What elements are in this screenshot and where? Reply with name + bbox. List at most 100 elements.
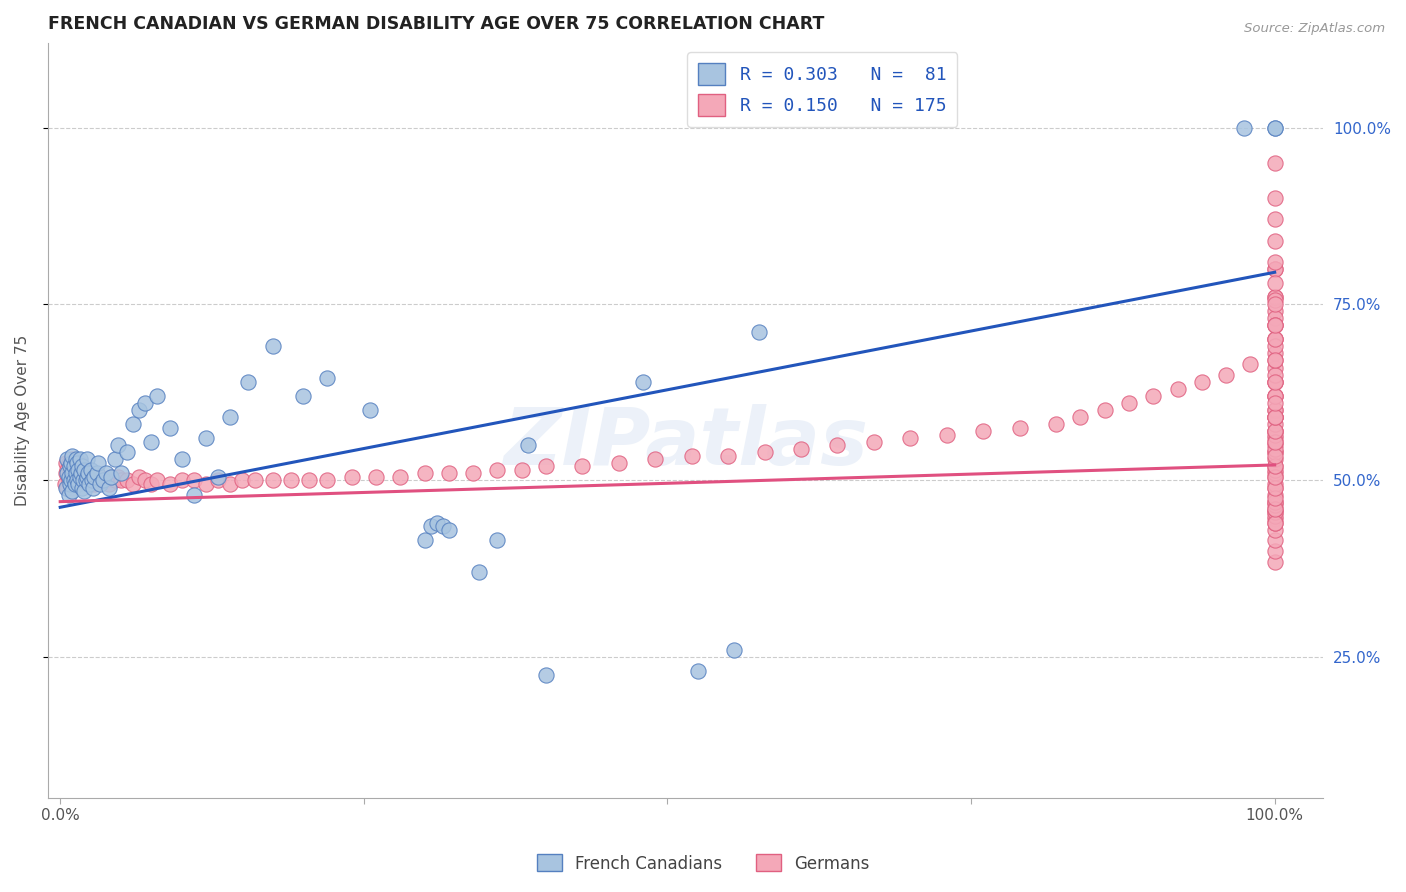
Point (644, 452, 666, 467)
Point (89, 470, 111, 484)
Point (219, 409, 242, 424)
Point (1264, 463, 1286, 477)
Point (134, 474, 156, 488)
Point (1264, 442, 1286, 456)
Point (1264, 293, 1286, 308)
Point (1264, 470, 1286, 484)
Legend: R = 0.303   N =  81, R = 0.150   N = 175: R = 0.303 N = 81, R = 0.150 N = 175 (688, 52, 957, 127)
Point (146, 474, 169, 488)
Point (1264, 375, 1286, 389)
Point (82, 481, 104, 495)
Point (863, 434, 886, 449)
Point (65, 452, 87, 467)
Point (1264, 403, 1286, 417)
Point (59, 463, 82, 477)
Point (79, 474, 101, 488)
Point (413, 533, 436, 548)
Point (69, 452, 91, 467)
Point (1264, 523, 1286, 537)
Point (60, 449, 83, 463)
Point (59, 459, 82, 474)
Text: FRENCH CANADIAN VS GERMAN DISABILITY AGE OVER 75 CORRELATION CHART: FRENCH CANADIAN VS GERMAN DISABILITY AGE… (48, 15, 824, 33)
Point (104, 474, 127, 488)
Point (1264, 512, 1286, 526)
Point (96, 474, 118, 488)
Point (115, 474, 138, 488)
Point (486, 463, 509, 477)
Point (340, 470, 363, 484)
Point (100, 470, 122, 484)
Point (62, 474, 84, 488)
Point (128, 403, 150, 417)
Point (1264, 339, 1286, 353)
Point (65, 474, 87, 488)
Point (58, 470, 80, 484)
Point (1167, 382, 1189, 396)
Point (62, 474, 84, 488)
Point (238, 375, 260, 389)
Point (1264, 516, 1286, 530)
Point (1264, 396, 1286, 410)
Point (972, 424, 994, 438)
Point (262, 339, 284, 353)
Point (96, 467, 118, 481)
Point (1215, 368, 1237, 382)
Point (426, 516, 449, 530)
Point (76, 452, 98, 467)
Point (1264, 491, 1286, 505)
Point (110, 474, 132, 488)
Point (73, 470, 96, 484)
Point (159, 477, 181, 491)
Point (55, 481, 77, 495)
Point (87, 474, 110, 488)
Point (76, 470, 98, 484)
Point (60, 470, 83, 484)
Point (67, 477, 90, 491)
Point (1264, 409, 1286, 424)
Point (631, 375, 654, 389)
Point (183, 474, 205, 488)
Point (364, 470, 387, 484)
Point (170, 452, 193, 467)
Point (1191, 375, 1213, 389)
Point (207, 470, 229, 484)
Point (1264, 424, 1286, 438)
Point (359, 403, 381, 417)
Point (1264, 389, 1286, 403)
Point (56, 467, 79, 481)
Point (1264, 368, 1286, 382)
Point (70, 467, 93, 481)
Point (1264, 297, 1286, 311)
Point (280, 474, 302, 488)
Point (70, 459, 93, 474)
Point (437, 467, 460, 481)
Point (72, 474, 94, 488)
Point (60, 456, 83, 470)
Point (73, 484, 96, 499)
Point (510, 463, 533, 477)
Point (1264, 516, 1286, 530)
Point (437, 523, 460, 537)
Point (1264, 409, 1286, 424)
Point (75, 467, 97, 481)
Point (91, 474, 114, 488)
Point (159, 420, 181, 434)
Point (1264, 346, 1286, 360)
Point (170, 474, 193, 488)
Y-axis label: Disability Age Over 75: Disability Age Over 75 (15, 334, 30, 506)
Point (486, 533, 509, 548)
Text: ZIPatlas: ZIPatlas (503, 404, 868, 483)
Point (1264, 120, 1286, 135)
Point (69, 456, 91, 470)
Point (70, 481, 93, 495)
Point (1264, 353, 1286, 368)
Point (56, 463, 79, 477)
Point (75, 474, 97, 488)
Point (66, 456, 89, 470)
Point (79, 463, 101, 477)
Point (63, 463, 86, 477)
Point (1264, 353, 1286, 368)
Point (1264, 311, 1286, 326)
Point (1264, 501, 1286, 516)
Point (516, 438, 538, 452)
